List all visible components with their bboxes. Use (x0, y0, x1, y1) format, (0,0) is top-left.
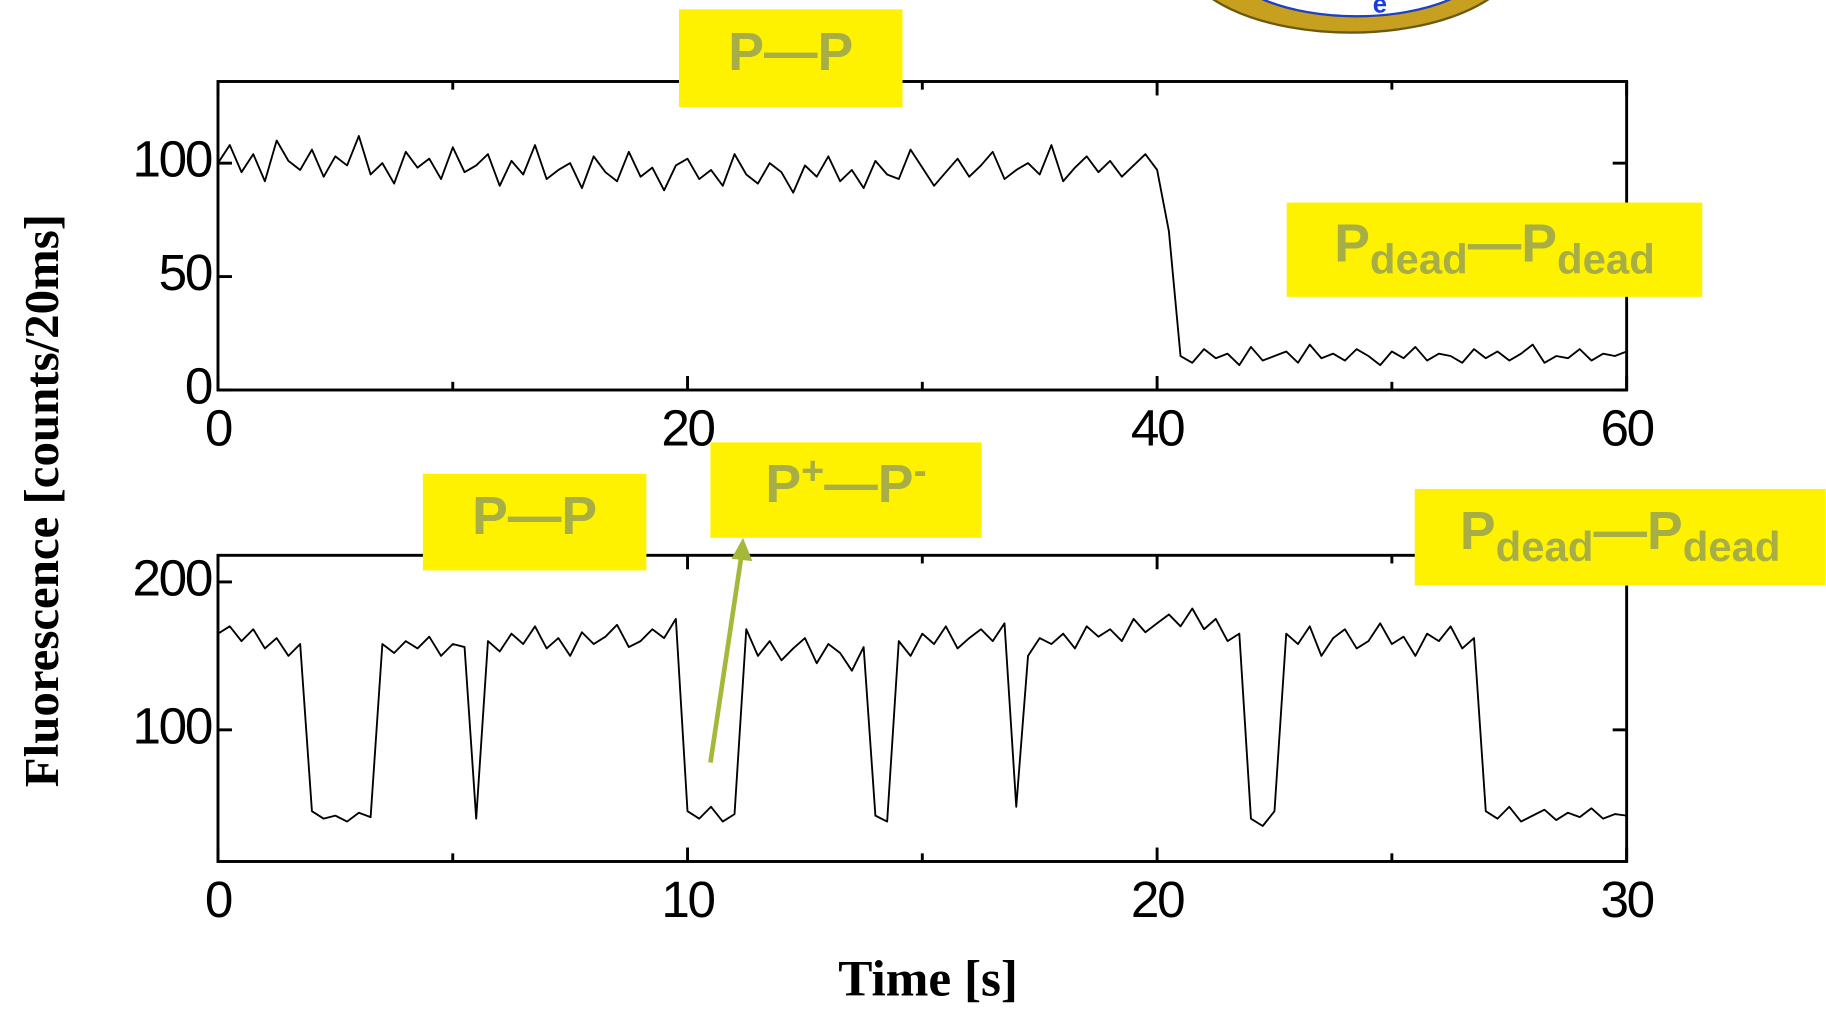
annotation-part: dead (1683, 523, 1781, 570)
annotation-part: dead (1557, 235, 1655, 282)
plot-frame (216, 553, 1629, 863)
x-tick-label: 10 (661, 871, 714, 928)
annotation-box (422, 473, 647, 571)
y-tick-label: 200 (133, 549, 212, 606)
annotation-part: —P (1593, 502, 1682, 561)
annotation-part: P—P (472, 487, 597, 546)
x-tick-label: 20 (1131, 871, 1184, 928)
annotation-part: - (914, 449, 927, 493)
annotation: P—P (728, 23, 853, 82)
trace (217, 607, 1627, 827)
arrow (708, 544, 746, 763)
annotation: P+—P- (765, 449, 926, 514)
annotation-part: + (801, 449, 824, 493)
annotation-part: —P (1468, 215, 1557, 274)
x-tick-label: 0 (205, 871, 232, 928)
annotation: Pdead—Pdead (1334, 215, 1655, 283)
annotation-part: P (1460, 502, 1496, 561)
y-axis-label: Fluorescence [counts/20ms] (14, 214, 69, 787)
corner-graphic: e (1212, 0, 1490, 34)
annotation-part: dead (1496, 523, 1594, 570)
x-tick-label: 30 (1600, 871, 1653, 928)
graphic-label: e (1373, 0, 1387, 19)
arrow-head (731, 537, 753, 562)
trace (217, 135, 1627, 367)
annotation-box (1414, 488, 1826, 586)
annotation-part: dead (1370, 235, 1468, 282)
x-tick-label: 40 (1131, 399, 1184, 456)
annotation-part: —P (824, 455, 913, 514)
x-tick-label: 0 (205, 399, 232, 456)
y-tick-label: 50 (159, 244, 212, 301)
y-tick-label: 100 (133, 697, 212, 754)
annotation-box (710, 442, 982, 538)
y-tick-label: 100 (133, 131, 212, 188)
annotation-part: P (1334, 215, 1370, 274)
annotation-box (1286, 202, 1703, 297)
x-axis-label: Time [s] (838, 950, 1018, 1007)
y-tick-label: 0 (185, 358, 212, 415)
x-tick-label: 60 (1600, 399, 1653, 456)
annotation: P—P (472, 487, 597, 546)
annotation-part: P (765, 455, 801, 514)
annotation-box (679, 9, 903, 108)
annotation-part: P—P (728, 23, 853, 82)
annotation: Pdead—Pdead (1460, 502, 1781, 570)
x-tick-label: 20 (661, 399, 714, 456)
